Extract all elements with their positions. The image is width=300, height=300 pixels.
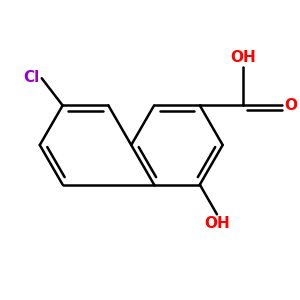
- Text: OH: OH: [230, 50, 256, 65]
- Text: OH: OH: [204, 216, 230, 231]
- Text: Cl: Cl: [24, 70, 40, 85]
- Text: O: O: [284, 98, 297, 113]
